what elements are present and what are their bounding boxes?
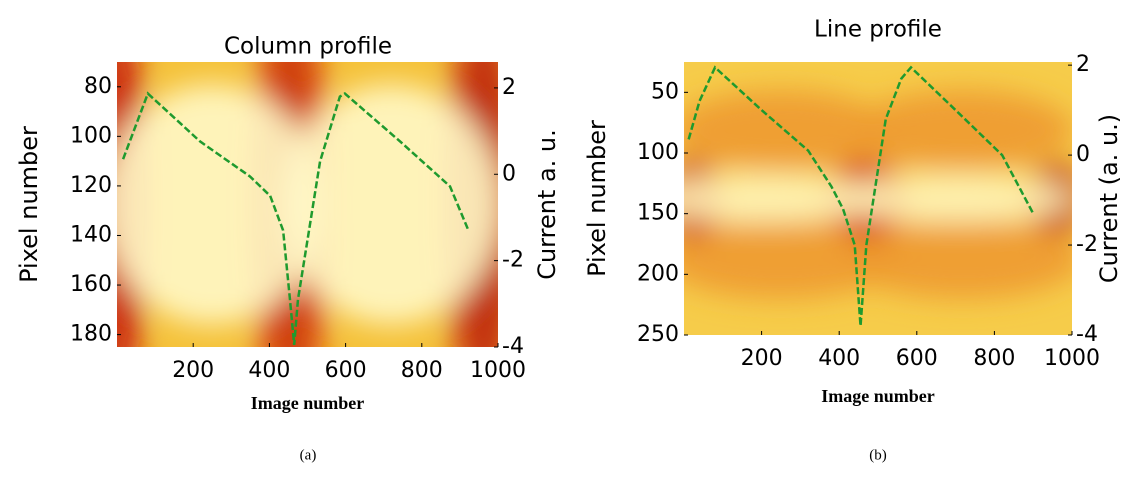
y2-tick-label: -2	[1076, 232, 1098, 257]
y2-tick-label: -2	[502, 248, 524, 273]
y2-axis-label: Current (a. u.)	[1095, 114, 1123, 283]
y-tick-label: 100	[70, 123, 112, 148]
x-tick-label: 800	[401, 358, 443, 383]
heat-blob	[281, 84, 498, 325]
x-tick-label: 1000	[470, 358, 526, 383]
chart-title: Line profile	[814, 17, 942, 43]
y2-axis-label: Current a. u.	[533, 129, 561, 280]
heat-blob	[853, 90, 1072, 171]
y-axis-label: Pixel number	[15, 126, 43, 283]
heat-blob	[117, 84, 323, 325]
y-tick-label: 80	[84, 74, 112, 99]
caption: (a)	[300, 447, 317, 463]
y-tick-label: 140	[70, 222, 112, 247]
current-line	[121, 91, 470, 345]
y2-tick-label: -4	[502, 334, 524, 359]
heatmap-shading	[117, 62, 498, 347]
heat-blob	[835, 174, 1072, 223]
x-tick-label: 800	[973, 346, 1015, 371]
y2-tick-label: 0	[1076, 142, 1090, 167]
x-tick-label: 600	[325, 358, 367, 383]
x-tick-label: 1000	[1044, 346, 1100, 371]
chart-title: Column profile	[224, 34, 392, 60]
y2-tick-label: 2	[502, 75, 516, 100]
y-tick-label: 180	[70, 322, 112, 347]
heat-blob	[843, 218, 1072, 299]
y-tick-label: 250	[637, 322, 679, 347]
y-tick-label: 150	[637, 201, 679, 226]
x-axis-label: Image number	[251, 393, 365, 413]
x-tick-label: 200	[172, 358, 214, 383]
y-tick-label: 120	[70, 173, 112, 198]
heat-blob	[684, 90, 891, 171]
y2-tick-label: -4	[1076, 322, 1098, 347]
y-tick-label: 160	[70, 272, 112, 297]
x-tick-label: 600	[896, 346, 938, 371]
y-tick-label: 100	[637, 140, 679, 165]
y-axis-label: Pixel number	[583, 120, 611, 277]
y-tick-label: 200	[637, 261, 679, 286]
heat-blob	[684, 218, 901, 299]
x-tick-label: 400	[248, 358, 290, 383]
x-axis-label: Image number	[821, 386, 935, 406]
heatmap	[117, 62, 498, 347]
x-tick-label: 200	[741, 346, 783, 371]
y2-tick-label: 2	[1076, 52, 1090, 77]
current-line	[687, 65, 1035, 327]
y2-tick-label: 0	[502, 161, 516, 186]
y-tick-label: 50	[651, 79, 679, 104]
heatmap-shading	[684, 90, 1072, 299]
x-tick-label: 400	[818, 346, 860, 371]
heatmap	[684, 62, 1072, 335]
caption: (b)	[869, 447, 887, 463]
